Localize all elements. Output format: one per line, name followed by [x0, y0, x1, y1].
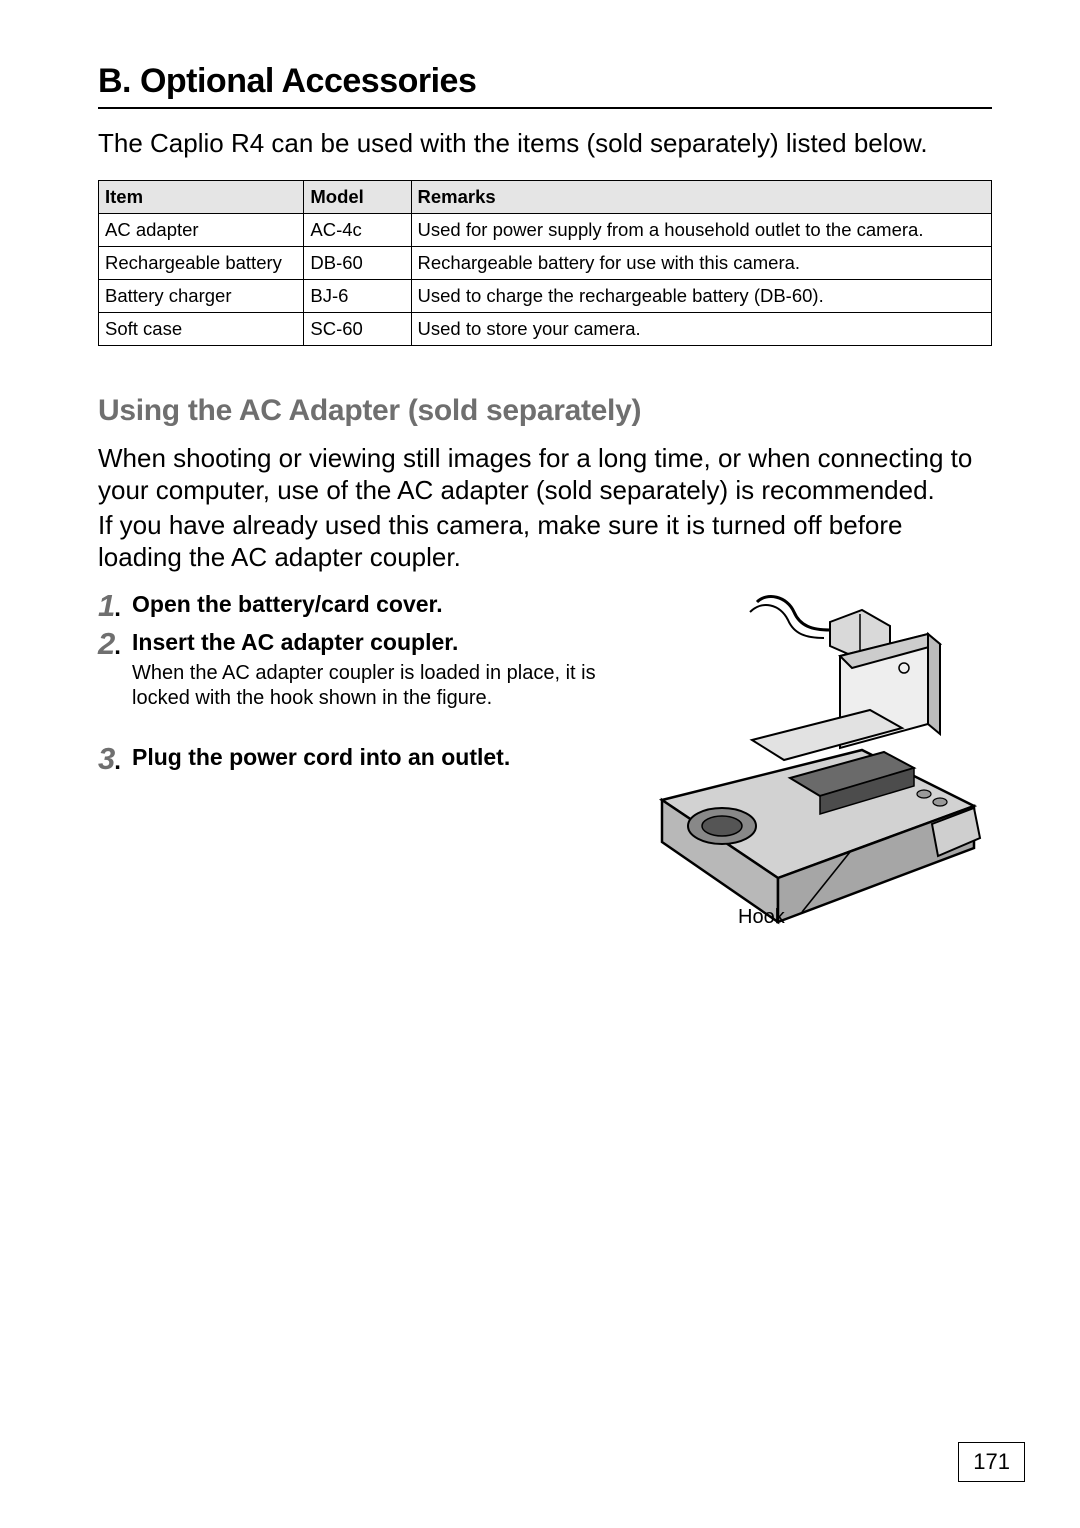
- step-item: 2. Insert the AC adapter coupler. When t…: [98, 628, 598, 711]
- body-paragraph: When shooting or viewing still images fo…: [98, 442, 992, 507]
- step-number: 2.: [98, 628, 132, 661]
- cell-item: Soft case: [99, 312, 304, 345]
- figure-container: Hook: [602, 590, 992, 950]
- body-paragraph: If you have already used this camera, ma…: [98, 509, 992, 574]
- steps-list: 1. Open the battery/card cover. 2. Inser…: [98, 590, 602, 950]
- col-header-model: Model: [304, 180, 411, 213]
- step-subtext: When the AC adapter coupler is loaded in…: [132, 661, 598, 711]
- cell-remarks: Used to charge the rechargeable battery …: [411, 279, 991, 312]
- cell-remarks: Rechargeable battery for use with this c…: [411, 246, 991, 279]
- section-title: B. Optional Accessories: [98, 62, 992, 101]
- cell-model: DB-60: [304, 246, 411, 279]
- page-number: 171: [958, 1442, 1025, 1482]
- table-header-row: Item Model Remarks: [99, 180, 992, 213]
- title-rule: [98, 107, 992, 109]
- cell-model: BJ-6: [304, 279, 411, 312]
- table-row: AC adapter AC-4c Used for power supply f…: [99, 213, 992, 246]
- step-title: Insert the AC adapter coupler.: [132, 628, 598, 657]
- step-item: 3. Plug the power cord into an outlet.: [98, 743, 598, 776]
- hook-label: Hook: [738, 906, 785, 929]
- steps-row: 1. Open the battery/card cover. 2. Inser…: [98, 590, 992, 950]
- step-item: 1. Open the battery/card cover.: [98, 590, 598, 623]
- cell-model: SC-60: [304, 312, 411, 345]
- step-title: Plug the power cord into an outlet.: [132, 743, 598, 772]
- step-title: Open the battery/card cover.: [132, 590, 598, 619]
- step-number: 1.: [98, 590, 132, 623]
- intro-paragraph: The Caplio R4 can be used with the items…: [98, 127, 992, 160]
- cell-remarks: Used for power supply from a household o…: [411, 213, 991, 246]
- cell-item: Battery charger: [99, 279, 304, 312]
- col-header-item: Item: [99, 180, 304, 213]
- manual-page: B. Optional Accessories The Caplio R4 ca…: [0, 0, 1080, 950]
- table-row: Battery charger BJ-6 Used to charge the …: [99, 279, 992, 312]
- camera-illustration: Hook: [602, 590, 982, 950]
- table-row: Soft case SC-60 Used to store your camer…: [99, 312, 992, 345]
- cell-item: AC adapter: [99, 213, 304, 246]
- cell-model: AC-4c: [304, 213, 411, 246]
- table-row: Rechargeable battery DB-60 Rechargeable …: [99, 246, 992, 279]
- cell-remarks: Used to store your camera.: [411, 312, 991, 345]
- col-header-remarks: Remarks: [411, 180, 991, 213]
- subsection-heading: Using the AC Adapter (sold separately): [98, 394, 992, 428]
- cell-item: Rechargeable battery: [99, 246, 304, 279]
- camera-svg-icon: [602, 590, 982, 950]
- accessories-table: Item Model Remarks AC adapter AC-4c Used…: [98, 180, 992, 346]
- step-number: 3.: [98, 743, 132, 776]
